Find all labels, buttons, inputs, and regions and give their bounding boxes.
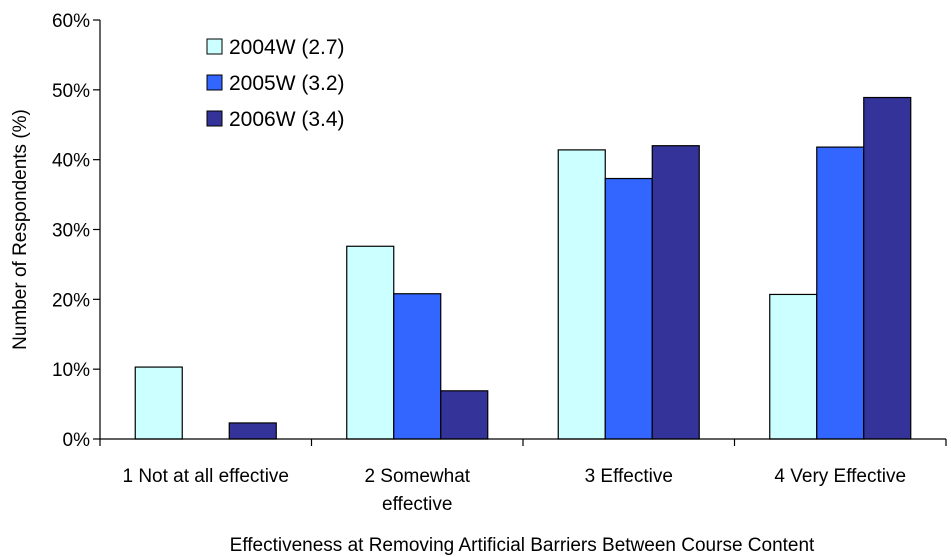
y-tick-label: 40% bbox=[52, 151, 90, 172]
legend-label: 2005W (3.2) bbox=[229, 72, 345, 95]
bar-2-4 bbox=[816, 146, 865, 440]
y-tick-label: 10% bbox=[52, 360, 90, 381]
x-tick-label: 2 Somewhat effective bbox=[364, 466, 470, 515]
y-tick-label: 20% bbox=[52, 290, 90, 311]
bar-3-1 bbox=[228, 422, 277, 440]
bar-2-2 bbox=[393, 293, 442, 440]
bar-1-1 bbox=[134, 366, 183, 440]
bar-1-4 bbox=[769, 293, 818, 440]
bar-3-2 bbox=[440, 390, 489, 440]
legend: 2004W (2.7) 2005W (3.2) 2006W (3.4) bbox=[206, 36, 345, 131]
y-tick-label: 30% bbox=[52, 221, 90, 242]
x-axis-title: Effectiveness at Removing Artificial Bar… bbox=[230, 535, 815, 556]
bar-3-3 bbox=[651, 145, 700, 440]
x-axis-ticks: 1 Not at all effective 2 Somewhat effectiv… bbox=[99, 439, 947, 515]
x-tick-label: 1 Not at all effective bbox=[122, 466, 289, 487]
y-axis-ticks: 0% 10% 20% 30% 40% 50% 60% bbox=[52, 11, 100, 451]
bars-group bbox=[134, 96, 912, 440]
legend-swatch bbox=[206, 74, 223, 91]
legend-swatch bbox=[206, 110, 223, 127]
x-tick-label: 4 Very Effective bbox=[774, 466, 906, 487]
bar-3-4 bbox=[863, 96, 912, 440]
y-tick-label: 0% bbox=[63, 430, 91, 451]
legend-label: 2004W (2.7) bbox=[229, 36, 345, 59]
x-tick-label: 3 Effective bbox=[585, 466, 673, 487]
bar-2-3 bbox=[604, 177, 653, 440]
y-tick-label: 60% bbox=[52, 11, 90, 32]
legend-swatch bbox=[206, 38, 223, 55]
bar-1-2 bbox=[346, 245, 395, 440]
legend-label: 2006W (3.4) bbox=[229, 108, 345, 131]
bar-1-3 bbox=[557, 149, 606, 440]
y-tick-label: 50% bbox=[52, 81, 90, 102]
y-axis-title: Number of Respondents (%) bbox=[10, 109, 31, 350]
